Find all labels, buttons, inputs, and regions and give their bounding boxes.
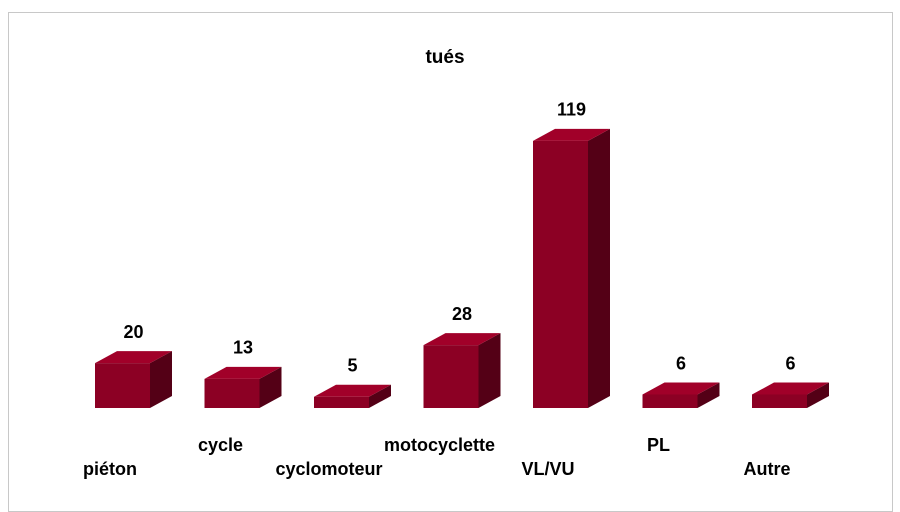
- bar-side: [150, 351, 172, 408]
- bar-side: [588, 128, 610, 408]
- bar-side: [697, 382, 720, 408]
- x-tick-label: piéton: [83, 459, 137, 479]
- bar-top: [423, 333, 501, 346]
- bar-front: [752, 394, 807, 408]
- bar-side: [259, 366, 282, 408]
- value-label: 20: [123, 322, 143, 342]
- bar-side: [807, 382, 829, 408]
- bar-front: [204, 378, 260, 408]
- bar-top: [95, 351, 172, 364]
- chart-border: [8, 12, 893, 512]
- x-tick-label: motocyclette: [384, 435, 495, 455]
- bar-front: [533, 140, 588, 408]
- x-tick-label: PL: [647, 435, 670, 455]
- chart-title: tués: [425, 47, 464, 68]
- bar: [204, 366, 282, 408]
- bar-front: [642, 394, 698, 408]
- value-label: 6: [785, 353, 795, 373]
- x-tick-label: Autre: [743, 459, 790, 479]
- bar-top: [204, 366, 282, 379]
- bar-side: [369, 384, 391, 408]
- bar: [314, 384, 391, 408]
- bar: [752, 382, 829, 408]
- bar: [533, 128, 610, 408]
- value-label: 6: [676, 353, 686, 373]
- bar: [95, 351, 172, 408]
- bar: [423, 333, 501, 408]
- bar: [642, 382, 720, 408]
- bar-side: [478, 333, 501, 408]
- bar-top: [533, 128, 610, 141]
- bar-top: [642, 382, 720, 395]
- value-label: 28: [452, 304, 472, 324]
- bar-front: [423, 345, 479, 408]
- value-label: 13: [233, 338, 253, 358]
- x-tick-label: cycle: [198, 435, 243, 455]
- bar-top: [752, 382, 829, 395]
- x-tick-label: VL/VU: [521, 459, 574, 479]
- x-tick-label: cyclomoteur: [275, 459, 382, 479]
- bar-front: [314, 396, 369, 408]
- value-label: 5: [347, 356, 357, 376]
- bar-front: [95, 363, 150, 408]
- value-label: 119: [557, 100, 586, 120]
- bar-top: [314, 384, 391, 397]
